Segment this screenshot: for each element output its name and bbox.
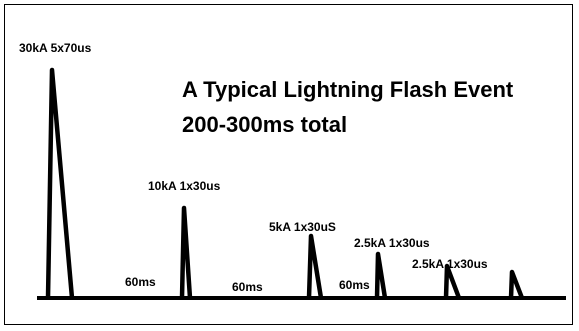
- pulse-5: [443, 263, 462, 299]
- pulse-4: [374, 251, 388, 299]
- pulse-label-3: 5kA 1x30uS: [269, 220, 336, 234]
- title-line-2: 200-300ms total: [182, 112, 347, 137]
- pulse-label-2: 10kA 1x30us: [148, 179, 221, 193]
- gap-label-1: 60ms: [125, 275, 156, 289]
- title-line-1: A Typical Lightning Flash Event: [182, 77, 514, 102]
- pulse-2: [179, 205, 193, 299]
- pulse-label-5: 2.5kA 1x30us: [412, 257, 488, 271]
- pulse-1: [45, 67, 75, 299]
- diagram-frame: [4, 4, 573, 325]
- gap-label-2: 60ms: [232, 280, 263, 294]
- pulse-label-4: 2.5kA 1x30us: [354, 236, 430, 250]
- pulse-label-1: 30kA 5x70us: [19, 41, 92, 55]
- pulse-6: [508, 269, 525, 299]
- pulse-3: [306, 233, 324, 299]
- gap-label-3: 60ms: [339, 278, 370, 292]
